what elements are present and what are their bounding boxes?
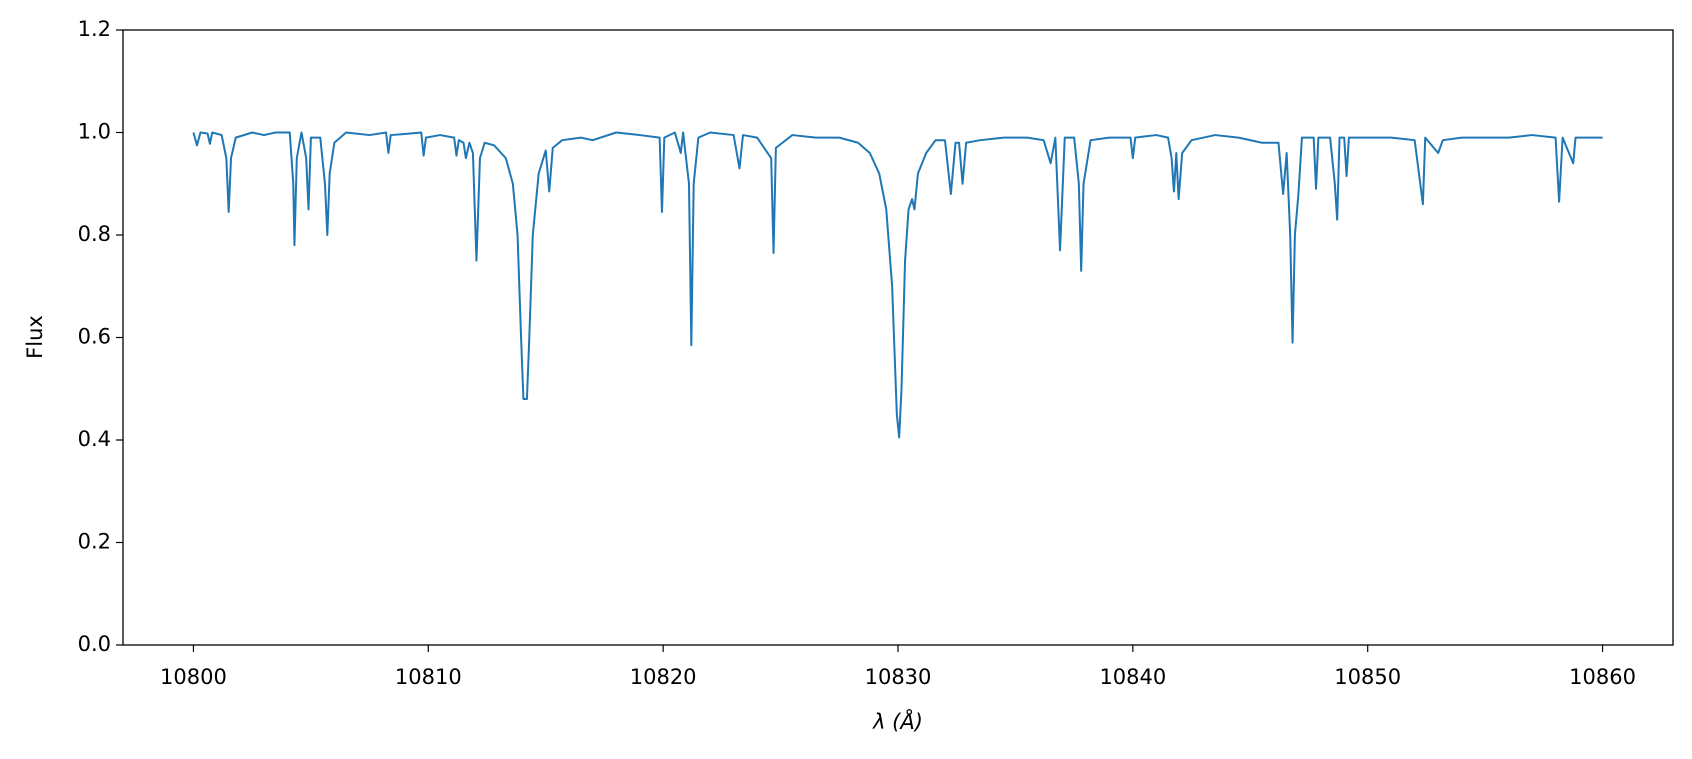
y-tick-label: 0.8 [78,222,111,246]
y-tick-label: 0.2 [78,530,111,554]
spectrum-line [192,131,1603,439]
x-tick-label: 10860 [1569,665,1636,689]
x-axis-label: λ (Å) [872,708,923,734]
y-tick-label: 0.6 [78,325,111,349]
y-axis-label: Flux [23,315,47,359]
x-tick-label: 10840 [1099,665,1166,689]
plot-frame [122,29,1674,646]
x-tick-label: 10830 [865,665,932,689]
y-tick-label: 1.0 [78,120,111,144]
x-tick-label: 10820 [630,665,697,689]
x-tick-label: 10810 [395,665,462,689]
y-tick-label: 0.4 [78,427,111,451]
y-tick-label: 1.2 [78,17,111,41]
x-tick-label: 10850 [1334,665,1401,689]
y-tick-label: 0.0 [78,632,111,656]
x-tick-label: 10800 [160,665,227,689]
